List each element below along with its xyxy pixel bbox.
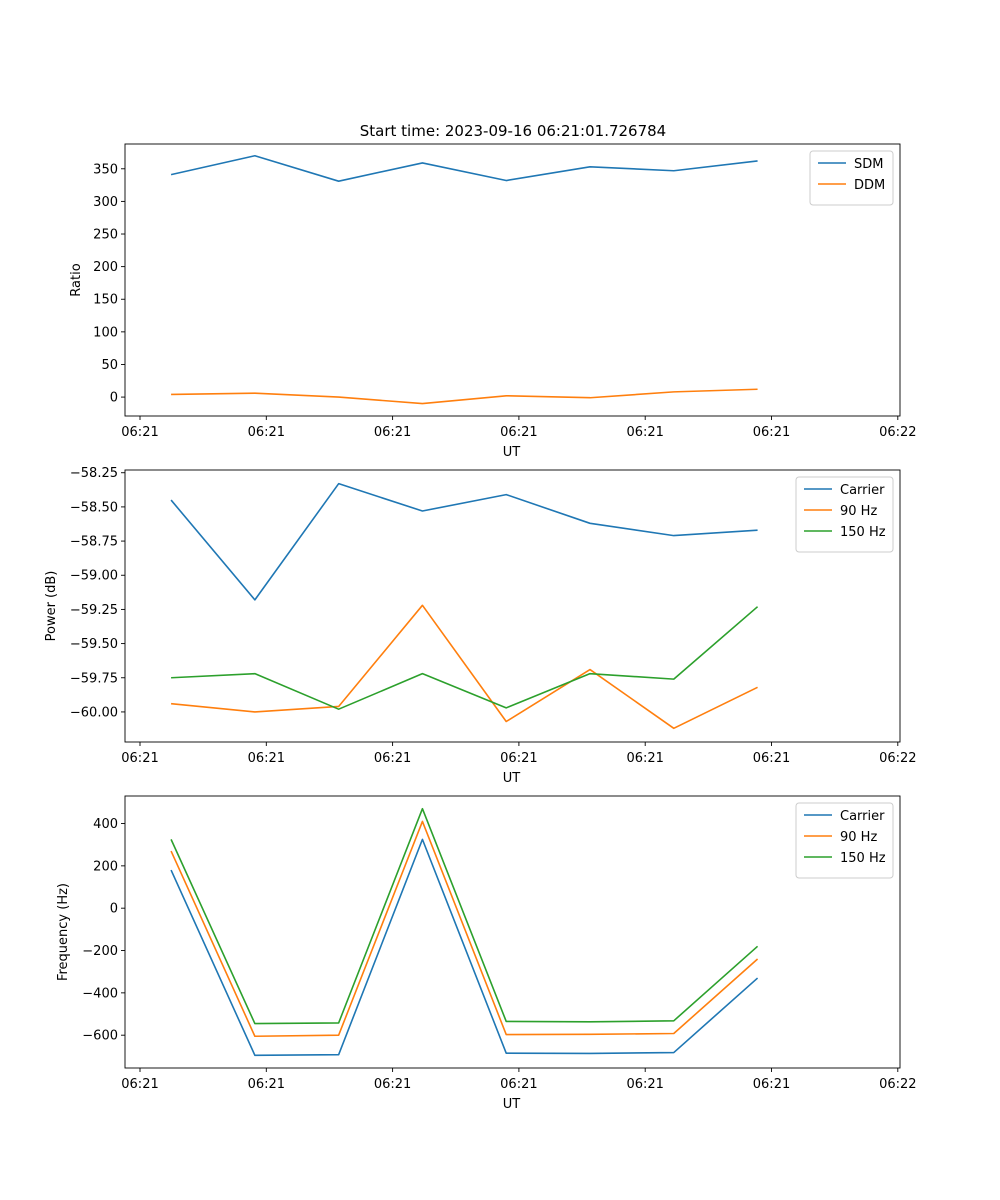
ratio-legend-label: DDM xyxy=(854,178,885,193)
power-legend xyxy=(795,476,894,553)
frequency-x-tick-label: 06:21 xyxy=(248,1077,285,1092)
ratio-y-tick-label: 250 xyxy=(93,228,118,243)
power-x-axis-label: UT xyxy=(503,771,521,786)
power-x-tick-label: 06:22 xyxy=(879,751,916,766)
frequency-x-tick-label: 06:21 xyxy=(500,1077,537,1092)
frequency-legend-label: 90 Hz xyxy=(840,830,877,845)
ratio-axes-frame xyxy=(124,143,901,417)
power-legend-label: 150 Hz xyxy=(840,525,886,540)
ratio-y-tick-label: 200 xyxy=(93,260,118,275)
power-y-tick-label: −60.00 xyxy=(70,705,118,720)
ratio-y-tick-label: 350 xyxy=(93,162,118,177)
frequency-y-tick-label: −600 xyxy=(82,1029,118,1044)
frequency-x-tick-label: 06:21 xyxy=(753,1077,790,1092)
ratio-x-axis-label: UT xyxy=(503,445,521,460)
ratio-legend-label: SDM xyxy=(854,157,883,172)
ratio-y-tick-label: 300 xyxy=(93,195,118,210)
frequency-legend xyxy=(795,802,894,879)
power-series-carrier-line xyxy=(170,482,758,601)
ratio-series-sdm-line xyxy=(170,154,758,182)
frequency-axes-frame xyxy=(124,795,901,1069)
power-y-tick-label: −58.25 xyxy=(70,466,118,481)
power-x-tick-label: 06:21 xyxy=(500,751,537,766)
frequency-x-tick-label: 06:21 xyxy=(626,1077,663,1092)
power-x-tick-label: 06:21 xyxy=(121,751,158,766)
ratio-legend xyxy=(809,150,894,206)
power-panel: 06:21 06:21 06:21 06:21 06:21 06:21 06:22 −60.0… xyxy=(44,466,917,786)
frequency-legend-label: Carrier xyxy=(840,809,885,824)
ratio-panel: 06:21 06:21 06:21 06:21 06:21 06:21 06:22 0 50 10… xyxy=(69,143,917,460)
power-y-tick-label: −59.50 xyxy=(70,637,118,652)
figure-title: Start time: 2023-09-16 06:21:01.726784 xyxy=(360,122,666,140)
frequency-series-carrier-line xyxy=(170,838,759,1057)
ratio-x-tick-label: 06:21 xyxy=(121,425,158,440)
ratio-y-tick-label: 150 xyxy=(93,293,118,308)
power-legend-label: Carrier xyxy=(840,483,885,498)
ratio-x-tick-label: 06:21 xyxy=(626,425,663,440)
power-series-90-hz-line xyxy=(171,604,758,730)
power-y-tick-label: −59.75 xyxy=(70,671,118,686)
ratio-y-tick-label: 50 xyxy=(101,358,118,373)
frequency-legend-label: 150 Hz xyxy=(840,851,886,866)
frequency-x-axis-label: UT xyxy=(503,1097,521,1112)
frequency-x-tick-label: 06:21 xyxy=(374,1077,411,1092)
power-x-tick-label: 06:21 xyxy=(248,751,285,766)
frequency-y-tick-label: 0 xyxy=(110,902,118,917)
frequency-y-tick-label: 200 xyxy=(93,859,118,874)
ratio-x-tick-label: 06:21 xyxy=(374,425,411,440)
ratio-y-tick-label: 100 xyxy=(93,325,118,340)
ratio-x-tick-label: 06:21 xyxy=(753,425,790,440)
ratio-x-tick-label: 06:22 xyxy=(879,425,916,440)
power-y-tick-label: −59.00 xyxy=(70,569,118,584)
power-axes-frame xyxy=(124,469,901,743)
frequency-y-tick-label: −400 xyxy=(82,986,118,1001)
ratio-x-tick-label: 06:21 xyxy=(500,425,537,440)
power-x-tick-label: 06:21 xyxy=(626,751,663,766)
power-y-tick-label: −58.50 xyxy=(70,500,118,515)
ratio-y-tick-label: 0 xyxy=(110,391,118,406)
power-y-tick-label: −59.25 xyxy=(70,603,118,618)
ratio-series-ddm-line xyxy=(171,388,758,405)
power-y-axis-label: Power (dB) xyxy=(44,571,59,642)
ratio-x-tick-label: 06:21 xyxy=(248,425,285,440)
power-x-tick-label: 06:21 xyxy=(374,751,411,766)
frequency-panel: 06:21 06:21 06:21 06:21 06:21 06:21 06:22 −600 −… xyxy=(56,795,917,1112)
power-legend-label: 90 Hz xyxy=(840,504,877,519)
ratio-y-axis-label: Ratio xyxy=(69,263,84,296)
frequency-y-tick-label: −200 xyxy=(82,944,118,959)
power-series-150-hz-line xyxy=(171,606,759,710)
power-x-tick-label: 06:21 xyxy=(753,751,790,766)
frequency-y-tick-label: 400 xyxy=(93,817,118,832)
frequency-series-90-hz-line xyxy=(170,820,759,1038)
frequency-y-axis-label: Frequency (Hz) xyxy=(56,883,71,981)
frequency-x-tick-label: 06:22 xyxy=(879,1077,916,1092)
frequency-series-150-hz-line xyxy=(170,807,759,1025)
power-y-tick-label: −58.75 xyxy=(70,535,118,550)
frequency-x-tick-label: 06:21 xyxy=(121,1077,158,1092)
